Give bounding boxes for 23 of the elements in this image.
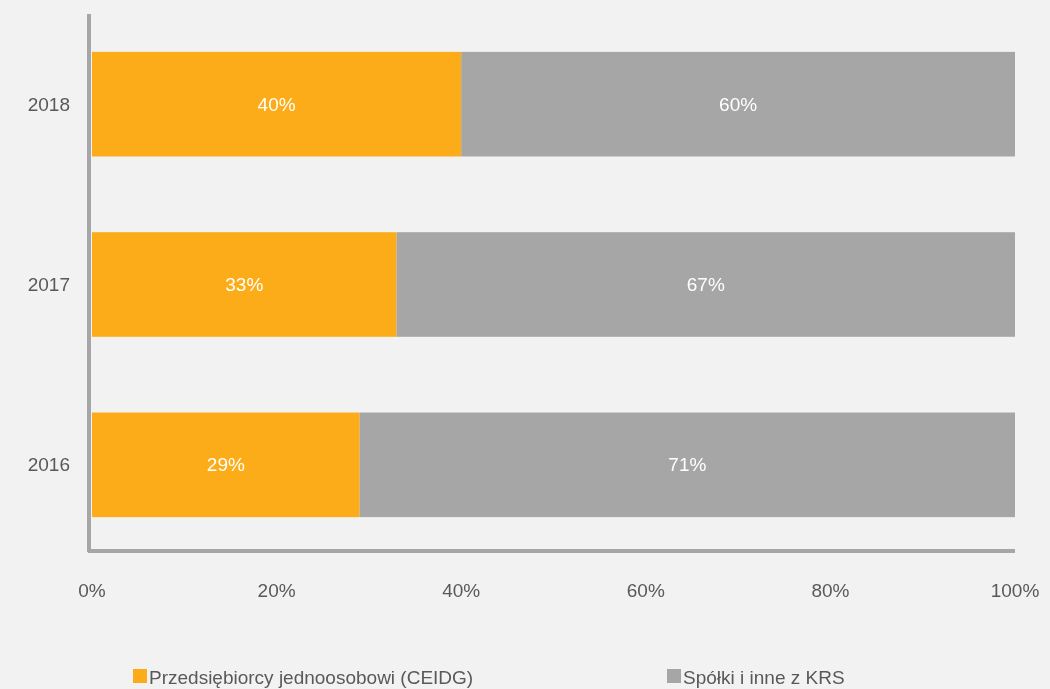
x-tick-label: 60% [626,579,665,601]
bar [92,412,360,518]
bar [92,232,397,337]
legend-label: Spółki i inne z KRS [683,666,845,688]
x-tick-label: 40% [442,579,481,601]
x-tick-label: 20% [257,579,296,601]
data-label: 29% [206,454,245,476]
x-tick-label: 80% [811,579,850,601]
data-label: 40% [257,93,296,115]
legend-label: Przedsiębiorcy jednoosobowi (CEIDG) [149,666,474,688]
x-tick-label: 100% [990,579,1040,601]
bar [92,51,462,157]
y-tick-label: 2016 [27,454,70,476]
data-label: 71% [668,454,707,476]
data-label: 60% [719,93,758,115]
data-label: 67% [686,274,725,296]
x-tick-label: 0% [78,579,106,601]
bar [461,51,1015,157]
data-label: 33% [225,274,264,296]
bar [359,412,1015,518]
y-tick-label: 2018 [27,93,70,115]
y-tick-label: 2017 [27,274,70,296]
bar [396,232,1015,337]
